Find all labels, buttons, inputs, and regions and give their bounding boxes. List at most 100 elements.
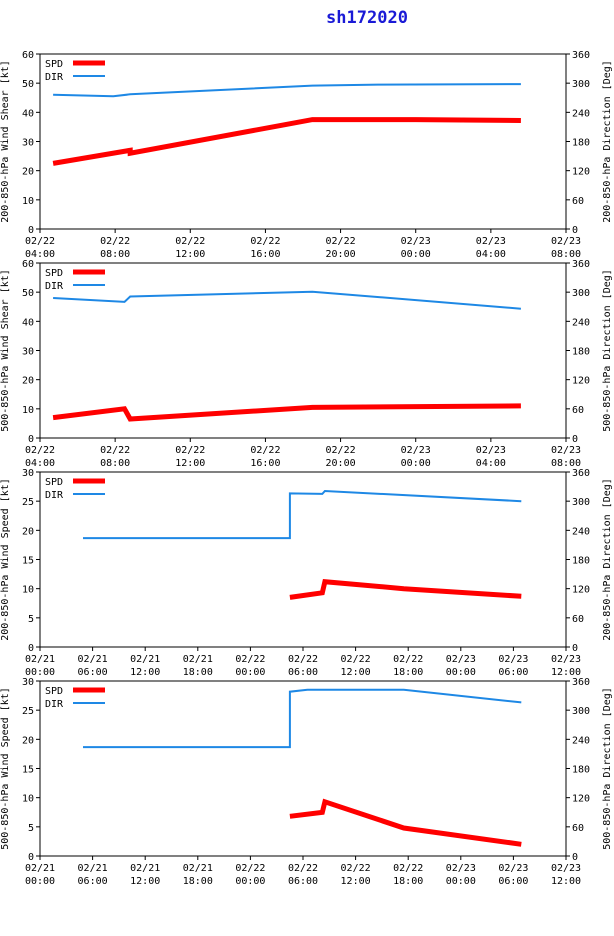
x-tick-label-date: 02/22: [326, 236, 356, 247]
y-tick-label: 15: [22, 556, 34, 567]
x-tick-label-time: 18:00: [393, 667, 423, 678]
x-tick-label-date: 02/21: [183, 654, 213, 665]
y2-tick-label: 240: [572, 735, 590, 746]
y2-tick-label: 120: [572, 794, 590, 805]
x-tick-label-time: 08:00: [100, 249, 130, 260]
y2-tick-label: 120: [572, 585, 590, 596]
legend-label-dir: DIR: [45, 699, 64, 710]
x-tick-label-time: 04:00: [476, 458, 506, 469]
y-tick-label: 10: [22, 196, 34, 207]
x-tick-label-date: 02/22: [25, 445, 55, 456]
y-tick-label: 0: [28, 643, 34, 654]
x-tick-label-date: 02/22: [341, 863, 371, 874]
y2-tick-label: 300: [572, 79, 590, 90]
x-tick-label-time: 12:00: [551, 667, 581, 678]
y-tick-label: 50: [22, 288, 34, 299]
x-tick-label-time: 00:00: [235, 667, 265, 678]
legend-label-spd: SPD: [45, 59, 63, 70]
y-tick-label: 25: [22, 706, 34, 717]
legend-label-dir: DIR: [45, 490, 64, 501]
y-tick-label: 30: [22, 347, 34, 358]
y2-tick-label: 360: [572, 468, 590, 479]
x-tick-label-time: 18:00: [183, 667, 213, 678]
x-tick-label-date: 02/22: [235, 863, 265, 874]
x-tick-label-date: 02/23: [476, 236, 506, 247]
y-tick-label: 0: [28, 852, 34, 863]
y2-axis-label: 500-850-hPa Direction [Deg]: [602, 687, 613, 850]
x-tick-label-date: 02/23: [551, 863, 581, 874]
y-tick-label: 20: [22, 376, 34, 387]
x-tick-label-date: 02/21: [25, 863, 55, 874]
y-axis-label: 200-850-hPa Wind Shear [kt]: [0, 60, 11, 223]
x-tick-label-time: 06:00: [498, 667, 528, 678]
x-tick-label-date: 02/21: [130, 654, 160, 665]
x-tick-label-time: 06:00: [78, 876, 108, 887]
plot-frame-1: [39, 53, 567, 230]
x-tick-label-date: 02/21: [183, 863, 213, 874]
y-tick-label: 30: [22, 677, 34, 688]
x-tick-label-time: 20:00: [326, 249, 356, 260]
x-tick-label-time: 06:00: [288, 876, 318, 887]
y-tick-label: 20: [22, 167, 34, 178]
y2-tick-label: 300: [572, 288, 590, 299]
x-tick-label-date: 02/21: [78, 654, 108, 665]
x-tick-label-time: 12:00: [175, 458, 205, 469]
y-tick-label: 30: [22, 138, 34, 149]
x-tick-label-time: 00:00: [25, 667, 55, 678]
x-tick-label-date: 02/21: [130, 863, 160, 874]
x-tick-label-time: 12:00: [551, 876, 581, 887]
x-tick-label-date: 02/22: [175, 236, 205, 247]
spd-series-line: [289, 798, 522, 847]
y2-tick-label: 180: [572, 138, 590, 149]
x-tick-label-time: 16:00: [250, 458, 280, 469]
x-tick-label-time: 00:00: [446, 876, 476, 887]
y2-tick-label: 0: [572, 852, 578, 863]
x-tick-label-time: 12:00: [341, 876, 371, 887]
y2-tick-label: 0: [572, 434, 578, 445]
y2-tick-label: 120: [572, 376, 590, 387]
y2-tick-label: 60: [572, 405, 584, 416]
x-tick-label-time: 18:00: [393, 876, 423, 887]
x-tick-label-date: 02/22: [25, 236, 55, 247]
x-tick-label-date: 02/23: [401, 445, 431, 456]
x-tick-label-date: 02/22: [393, 863, 423, 874]
y-tick-label: 50: [22, 79, 34, 90]
x-tick-label-time: 12:00: [341, 667, 371, 678]
y2-tick-label: 0: [572, 225, 578, 236]
x-tick-label-date: 02/21: [78, 863, 108, 874]
y2-tick-label: 180: [572, 556, 590, 567]
y-tick-label: 30: [22, 468, 34, 479]
x-tick-label-date: 02/23: [551, 445, 581, 456]
y2-tick-label: 60: [572, 196, 584, 207]
plot-frame-4: [39, 680, 567, 857]
dir-series-line: [83, 688, 522, 749]
x-tick-label-time: 06:00: [78, 667, 108, 678]
dir-series-line: [53, 83, 521, 98]
x-tick-label-date: 02/23: [446, 654, 476, 665]
y2-axis-label: 500-850-hPa Direction [Deg]: [602, 269, 613, 432]
x-tick-label-time: 00:00: [235, 876, 265, 887]
x-tick-label-time: 04:00: [476, 249, 506, 260]
x-tick-label-time: 08:00: [100, 458, 130, 469]
y-tick-label: 10: [22, 585, 34, 596]
x-tick-label-time: 04:00: [25, 458, 55, 469]
x-tick-label-date: 02/22: [100, 236, 130, 247]
y2-tick-label: 180: [572, 765, 590, 776]
x-tick-label-date: 02/22: [250, 445, 280, 456]
y-tick-label: 40: [22, 317, 34, 328]
y-tick-label: 60: [22, 259, 34, 270]
page-title: sh172020: [326, 8, 408, 28]
x-tick-label-date: 02/23: [401, 236, 431, 247]
x-tick-label-date: 02/22: [100, 445, 130, 456]
x-tick-label-date: 02/21: [25, 654, 55, 665]
x-tick-label-time: 00:00: [401, 458, 431, 469]
x-tick-label-date: 02/22: [235, 654, 265, 665]
x-tick-label-date: 02/22: [326, 445, 356, 456]
x-tick-label-time: 00:00: [446, 667, 476, 678]
x-tick-label-time: 06:00: [498, 876, 528, 887]
y2-tick-label: 240: [572, 317, 590, 328]
y-tick-label: 20: [22, 526, 34, 537]
plot-frame-3: [39, 471, 567, 648]
x-tick-label-time: 04:00: [25, 249, 55, 260]
